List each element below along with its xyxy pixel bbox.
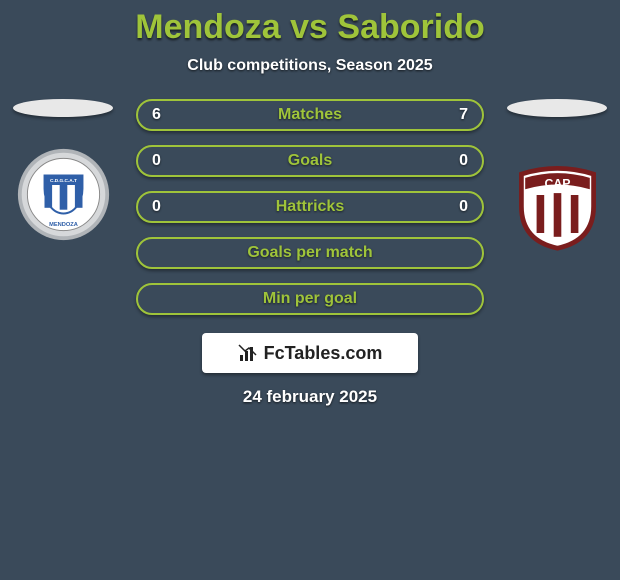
date-label: 24 february 2025 [0, 387, 620, 407]
stat-left-value: 0 [152, 152, 161, 170]
svg-text:MENDOZA: MENDOZA [49, 222, 78, 228]
stat-row-min-per-goal: Min per goal [136, 283, 484, 315]
stat-right-value: 7 [459, 106, 468, 124]
right-team-crest: CAP [510, 157, 605, 252]
crest-text: CAP [544, 176, 570, 190]
stat-left-value: 6 [152, 106, 161, 124]
stat-label: Hattricks [276, 198, 344, 216]
page-subtitle: Club competitions, Season 2025 [0, 57, 620, 75]
left-team-col: C.D.G.C.A.T MENDOZA [8, 99, 118, 242]
stat-row-hattricks: 0 Hattricks 0 [136, 191, 484, 223]
stat-label: Goals [288, 152, 332, 170]
comparison-row: C.D.G.C.A.T MENDOZA 6 Matches 7 0 Goals [0, 99, 620, 315]
photo-placeholder-ellipse [507, 99, 607, 117]
infographic-root: Mendoza vs Saborido Club competitions, S… [0, 0, 620, 407]
stat-row-matches: 6 Matches 7 [136, 99, 484, 131]
stat-row-goals: 0 Goals 0 [136, 145, 484, 177]
stat-right-value: 0 [459, 152, 468, 170]
stat-right-value: 0 [459, 198, 468, 216]
stat-row-goals-per-match: Goals per match [136, 237, 484, 269]
stat-label: Goals per match [247, 244, 372, 262]
stat-label: Matches [278, 106, 342, 124]
stat-label: Min per goal [263, 290, 357, 308]
right-team-col: CAP [502, 99, 612, 252]
brand-badge: FcTables.com [202, 333, 418, 373]
photo-placeholder-ellipse [13, 99, 113, 117]
page-title: Mendoza vs Saborido [0, 8, 620, 47]
bar-chart-icon [238, 343, 258, 363]
left-team-crest: C.D.G.C.A.T MENDOZA [16, 147, 111, 242]
stat-left-value: 0 [152, 198, 161, 216]
brand-text: FcTables.com [264, 343, 383, 364]
stats-column: 6 Matches 7 0 Goals 0 0 Hattricks 0 Goal… [136, 99, 484, 315]
svg-text:C.D.G.C.A.T: C.D.G.C.A.T [50, 178, 77, 184]
